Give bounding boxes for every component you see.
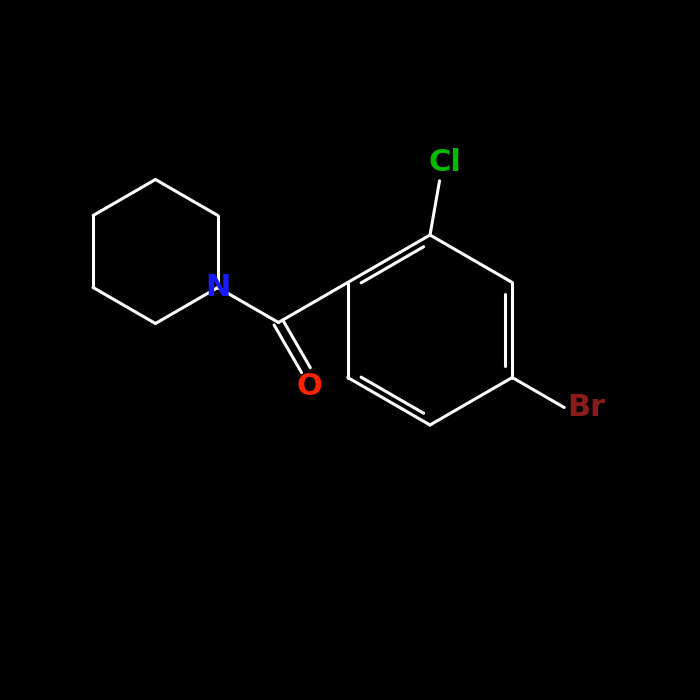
- Text: Br: Br: [567, 393, 606, 422]
- Text: Cl: Cl: [428, 148, 461, 177]
- Text: O: O: [296, 372, 322, 400]
- Text: N: N: [205, 273, 230, 302]
